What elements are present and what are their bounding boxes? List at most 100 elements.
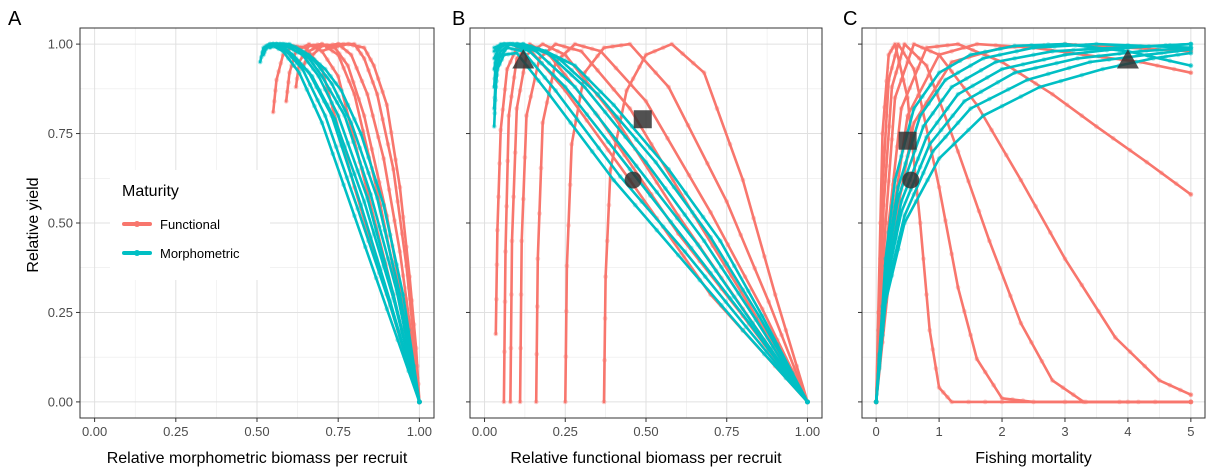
series-point	[968, 106, 973, 111]
series-point	[366, 67, 371, 73]
series-point	[1173, 48, 1179, 54]
series-point	[362, 244, 368, 250]
series-point	[1054, 60, 1059, 66]
series-point	[365, 51, 370, 56]
series-point	[1154, 47, 1160, 53]
series-point	[608, 166, 613, 172]
series-point	[329, 100, 335, 105]
series-point	[414, 363, 420, 369]
series-point	[374, 195, 380, 201]
series-point	[1060, 385, 1066, 390]
series-point	[370, 79, 376, 85]
series-point	[585, 76, 591, 82]
series-line-functional	[602, 42, 809, 404]
series-point	[1188, 41, 1194, 47]
series-point	[496, 194, 501, 200]
series-point	[334, 100, 340, 105]
series-line-morphometric	[874, 46, 1193, 404]
series-point	[501, 46, 507, 52]
series-point	[537, 211, 542, 216]
series-line-functional	[874, 42, 1193, 404]
series-point	[893, 70, 899, 76]
series-point	[697, 277, 703, 283]
series-point	[701, 70, 707, 76]
series-point	[572, 41, 578, 47]
series-point	[380, 89, 385, 95]
series-point	[407, 274, 412, 280]
series-point	[1173, 181, 1179, 187]
series-line-functional	[518, 42, 809, 404]
series-point	[1079, 72, 1085, 78]
series-point	[911, 66, 917, 72]
series-point	[273, 88, 278, 93]
series-point	[770, 344, 776, 350]
series-point	[518, 345, 523, 351]
series-point	[949, 59, 955, 65]
series-point	[588, 62, 594, 67]
series-point	[1066, 65, 1072, 71]
series-point	[502, 299, 508, 305]
series-point	[719, 264, 724, 270]
series-point	[961, 98, 967, 104]
series-point	[702, 274, 708, 280]
series-point	[1079, 282, 1085, 288]
series-point	[1071, 47, 1076, 53]
series-point	[1117, 399, 1122, 405]
y-tick-label: 1.00	[48, 37, 73, 52]
series-point	[399, 231, 405, 237]
series-point	[911, 120, 917, 126]
series-point	[882, 149, 887, 154]
series-point	[643, 98, 649, 104]
series-point	[611, 177, 617, 183]
series-point	[319, 43, 325, 49]
series-point	[1171, 66, 1177, 72]
series-point	[936, 79, 942, 85]
y-tick-label: 0.75	[48, 126, 73, 141]
series-point	[350, 42, 356, 48]
series-point	[743, 324, 749, 330]
series-point	[928, 82, 934, 88]
series-point	[1083, 50, 1089, 55]
series-point	[491, 84, 497, 90]
series-point	[892, 177, 898, 183]
series-point	[397, 249, 403, 255]
series-point	[745, 288, 751, 294]
series-point	[509, 292, 514, 297]
series-point	[654, 180, 660, 185]
series-point	[365, 91, 370, 97]
series-line-functional	[874, 42, 1193, 404]
series-point	[719, 302, 724, 308]
series-point	[319, 120, 325, 126]
series-point	[538, 165, 544, 171]
series-point	[724, 261, 730, 266]
series-point	[493, 52, 499, 58]
series-point	[663, 186, 668, 191]
series-point	[689, 209, 695, 215]
series-point	[907, 85, 913, 91]
series-point	[280, 41, 286, 47]
series-point	[378, 267, 383, 272]
series-point	[517, 399, 523, 405]
series-point	[502, 87, 508, 92]
panel-label-a: A	[8, 8, 22, 30]
series-point	[515, 47, 521, 53]
series-point	[1081, 399, 1087, 405]
series-point	[1188, 50, 1194, 56]
panel-c: C 0 1 2 3 4 5 Fishing mortality	[843, 8, 1206, 467]
y-tick-label: 0.50	[48, 216, 73, 231]
series-point	[1096, 53, 1101, 59]
series-point	[373, 178, 379, 184]
series-point	[647, 193, 653, 199]
series-point	[613, 65, 619, 71]
series-point	[660, 45, 666, 51]
series-point	[762, 254, 767, 259]
series-point	[968, 52, 973, 58]
series-point	[633, 137, 639, 142]
series-point	[510, 46, 515, 52]
series-point	[1188, 392, 1194, 398]
series-point	[522, 155, 528, 160]
series-point	[531, 62, 537, 67]
series-point	[365, 195, 370, 201]
x-tick-label: 1.00	[407, 424, 432, 439]
series-point	[341, 182, 346, 188]
